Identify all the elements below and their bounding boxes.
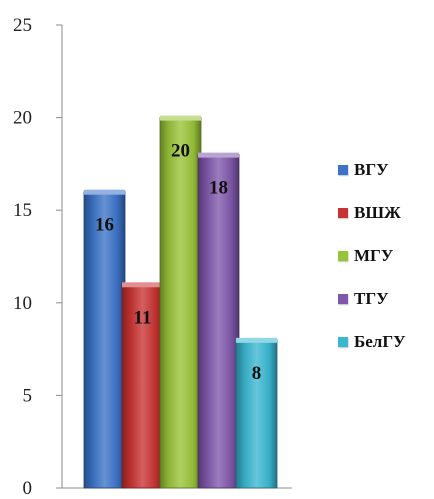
legend-swatch-belgu (338, 337, 348, 347)
data-labels: 16 11 20 18 8 (95, 141, 261, 384)
legend-label-vgu: ВГУ (354, 160, 389, 179)
bar-top-bevel (160, 115, 201, 121)
legend-item-belgu: БелГУ (338, 332, 434, 352)
y-tick-label: 25 (13, 15, 32, 36)
bar-top-bevel (122, 282, 163, 288)
y-tick-label: 5 (23, 385, 33, 406)
legend-item-vgu: ВГУ (338, 160, 434, 180)
bar-value-label: 18 (209, 178, 228, 199)
bar-top-bevel (198, 152, 239, 158)
legend-swatch-vshzh (338, 208, 348, 218)
bar-value-label: 11 (134, 307, 152, 328)
bar (159, 117, 202, 489)
legend-label-mgu: МГУ (354, 246, 394, 265)
legend-item-mgu: МГУ (338, 246, 434, 266)
bar-top-bevel (84, 189, 125, 195)
y-tick-label: 20 (13, 108, 32, 129)
y-tick-label: 15 (13, 200, 32, 221)
y-axis-ticks: 0 5 10 15 20 25 (13, 15, 62, 499)
y-tick-label: 0 (23, 478, 33, 499)
bar (197, 154, 240, 489)
legend-label-tgu: ТГУ (354, 289, 389, 308)
bar (121, 283, 164, 489)
bar-value-label: 16 (95, 215, 114, 236)
legend-item-tgu: ТГУ (338, 289, 434, 309)
legend-swatch-tgu (338, 294, 348, 304)
bar-top-bevel (236, 337, 277, 343)
legend-item-vshzh: ВШЖ (338, 203, 434, 223)
y-tick-label: 10 (13, 293, 32, 314)
legend-swatch-mgu (338, 251, 348, 261)
bar (83, 191, 126, 489)
legend-label-vshzh: ВШЖ (354, 203, 401, 222)
bar-series (83, 115, 278, 489)
chart-legend: ВГУ ВШЖ МГУ ТГУ БелГУ (338, 160, 434, 375)
legend-label-belgu: БелГУ (354, 332, 406, 351)
bar-value-label: 8 (252, 363, 262, 384)
legend-swatch-vgu (338, 165, 348, 175)
bar-value-label: 20 (171, 141, 190, 162)
